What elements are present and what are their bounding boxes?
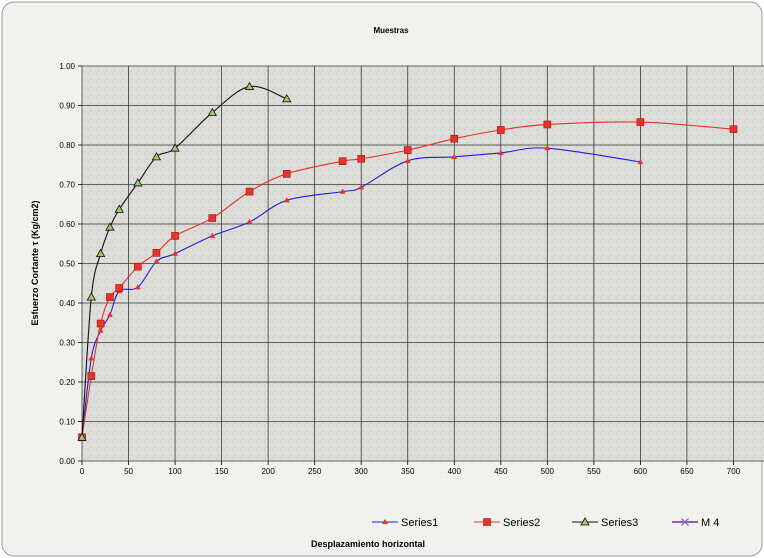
data-point [106,311,113,317]
data-point [544,145,551,151]
data-point [543,120,552,129]
x-tick-label: 650 [680,467,694,476]
legend-swatch-marker [381,518,389,525]
legend-swatch-marker [483,518,491,526]
x-tick-label: 700 [727,467,741,476]
data-point [729,125,738,133]
data-point [95,248,106,258]
data-point [87,372,96,380]
y-tick-label: 0.60 [59,220,75,229]
data-point [636,118,645,126]
y-tick-label: 0.70 [59,181,75,190]
data-point [338,157,347,165]
data-point [496,126,505,134]
data-point [497,149,504,155]
data-point [77,432,87,441]
x-tick-label: 50 [124,467,133,476]
series-2 [77,81,292,441]
data-point [153,258,160,264]
y-tick-label: 0.10 [59,418,75,427]
legend-item: Series3 [572,517,638,529]
data-point [208,214,217,222]
y-tick-label: 0.80 [59,141,75,150]
y-tick-label: 0.20 [59,378,75,387]
x-axis-label: Desplazamiento horizontal [311,539,425,549]
data-point [152,249,161,257]
y-tick-label: 0.50 [59,260,75,269]
legend-item: Series2 [474,517,540,529]
data-point [106,293,114,301]
legend-label: M 4 [701,517,719,529]
x-tick-label: 550 [587,467,601,476]
y-tick-label: 0.00 [59,457,75,466]
chart-title: Muestras [373,26,409,35]
legend-label: Series2 [503,517,540,529]
data-point [209,232,216,238]
series-line [81,147,641,438]
data-point [450,134,459,143]
data-point [105,222,115,231]
data-point [207,107,218,117]
data-point [172,250,179,256]
legend-swatch-marker [580,517,590,526]
x-tick-label: 250 [308,467,322,476]
y-tick-label: 1.00 [59,62,75,71]
x-tick-label: 0 [80,467,85,476]
legend: Series1 Series2 Series3 M 4 [372,517,719,529]
data-point [134,284,141,290]
data-point [404,157,411,163]
y-tick-label: 0.30 [59,339,75,348]
y-axis: 0.00 0.10 0.20 0.30 0.40 0.50 0.60 0.70 0.80 0.90… [59,62,82,466]
x-tick-label: 400 [448,467,462,476]
data-point [170,143,180,152]
data-point [245,187,254,196]
data-point [151,152,162,161]
data-point [114,204,124,213]
data-point [637,158,644,165]
legend-label: Series1 [401,517,438,529]
data-point [357,155,366,163]
legend-swatch-marker [681,518,689,526]
data-point [244,81,255,90]
data-point [96,319,105,328]
data-point [246,218,253,225]
series-lines [77,81,738,442]
legend-item: Series1 [372,517,438,529]
y-axis-label: Esfuerzo Cortante τ (Kg/cm2) [30,200,40,325]
data-point [403,146,412,154]
y-tick-label: 0.90 [59,102,75,111]
data-point [88,355,95,361]
data-point [339,188,346,194]
x-tick-label: 100 [168,467,182,476]
data-point [171,232,179,240]
data-point [134,262,142,271]
data-point [86,292,97,301]
x-tick-label: 300 [355,467,369,476]
x-axis: 0 50 100 150 200 250 300 350 400 450 500 550 600 650 7… [80,461,741,476]
x-tick-label: 150 [215,467,229,476]
gridlines [82,66,764,461]
data-point [133,178,143,187]
x-tick-label: 350 [401,467,415,476]
legend-label: Series3 [601,517,638,529]
legend-item: M 4 [672,517,719,529]
data-point [282,93,292,103]
x-tick-label: 500 [541,467,555,476]
data-point [451,153,458,159]
data-point [283,197,290,203]
x-tick-label: 450 [494,467,508,476]
x-tick-label: 200 [261,467,275,476]
data-point [282,170,291,178]
y-tick-label: 0.40 [59,299,75,308]
data-point [115,284,124,292]
data-point [358,184,365,190]
x-tick-label: 600 [634,467,648,476]
